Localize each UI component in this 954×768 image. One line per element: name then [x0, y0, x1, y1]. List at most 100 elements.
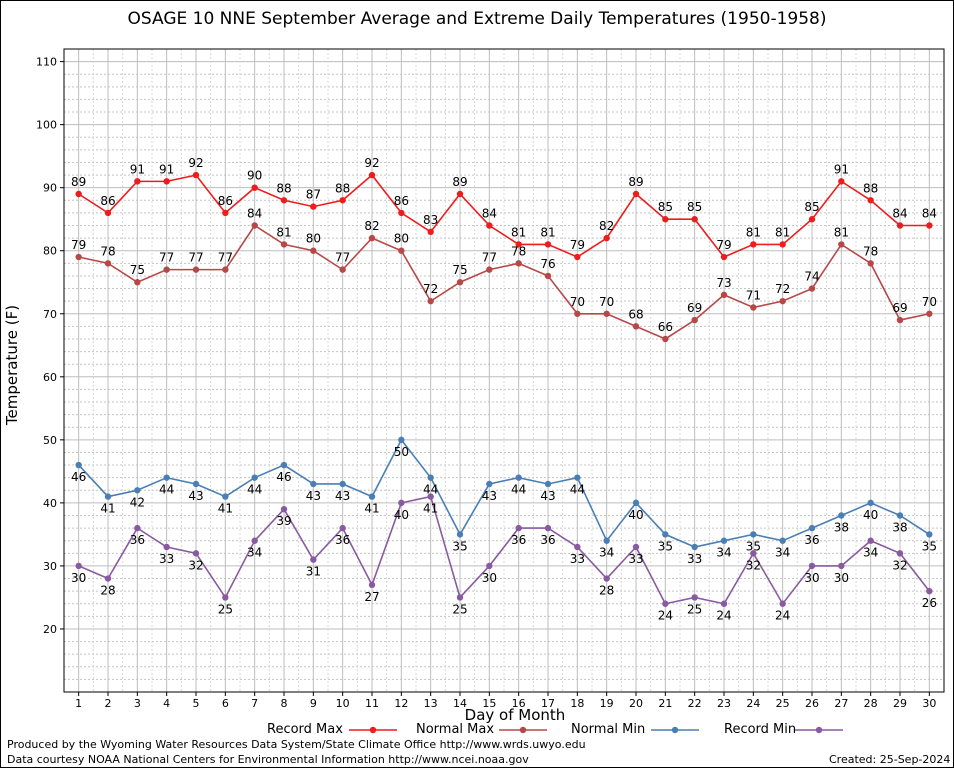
data-label: 46: [71, 470, 86, 484]
data-label: 33: [687, 552, 702, 566]
legend-normal-max: Normal Max: [416, 722, 494, 737]
data-point: [632, 323, 640, 330]
data-label: 25: [687, 602, 702, 616]
data-label: 81: [834, 225, 849, 239]
data-label: 74: [804, 270, 819, 284]
data-point: [398, 436, 405, 444]
data-label: 27: [364, 590, 379, 604]
data-label: 34: [599, 546, 614, 560]
series-line-record-min: [78, 495, 930, 606]
data-label: 85: [658, 200, 673, 214]
data-point: [867, 537, 874, 544]
data-label: 77: [218, 251, 233, 265]
data-label: 41: [423, 502, 438, 516]
data-point: [603, 310, 610, 317]
data-point: [779, 600, 786, 607]
x-tick-label: 28: [864, 697, 878, 710]
x-tick-label: 15: [482, 697, 496, 710]
data-label: 46: [276, 470, 291, 484]
data-label: 34: [716, 546, 731, 560]
data-label: 79: [570, 238, 585, 252]
data-label: 44: [570, 483, 585, 497]
data-point: [339, 197, 346, 204]
data-label: 81: [276, 225, 291, 239]
data-point: [867, 499, 874, 507]
legend-swatch-marker: [671, 726, 679, 734]
data-label: 25: [452, 602, 467, 616]
data-point: [662, 216, 669, 223]
x-tick-label: 20: [629, 697, 643, 710]
data-label: 88: [335, 181, 350, 195]
data-label: 78: [100, 244, 115, 258]
data-label: 26: [922, 596, 937, 610]
data-point: [310, 203, 317, 210]
data-point: [104, 575, 112, 582]
footer-producer: Produced by the Wyoming Water Resources …: [7, 738, 586, 751]
data-point: [486, 562, 493, 570]
x-tick-label: 2: [105, 697, 112, 710]
legend-record-max: Record Max: [267, 722, 343, 737]
data-point: [75, 562, 82, 570]
x-tick-label: 27: [834, 697, 848, 710]
data-label: 91: [130, 162, 145, 176]
data-point: [104, 209, 112, 217]
data-point: [896, 512, 904, 519]
x-tick-label: 13: [424, 697, 438, 710]
data-point: [368, 581, 376, 589]
data-label: 89: [71, 175, 86, 189]
data-label: 35: [922, 539, 937, 553]
data-label: 70: [570, 295, 585, 309]
x-tick-label: 4: [163, 697, 170, 710]
data-label: 44: [423, 483, 438, 497]
data-point: [838, 512, 845, 519]
data-point: [192, 266, 200, 273]
data-label: 38: [834, 520, 849, 534]
data-point: [75, 253, 82, 261]
data-point: [691, 594, 698, 601]
data-label: 84: [247, 207, 262, 221]
data-label: 36: [335, 533, 350, 547]
data-label: 50: [394, 445, 409, 459]
data-point: [896, 222, 904, 229]
data-label: 28: [599, 584, 614, 598]
data-label: 24: [775, 609, 790, 623]
legend-normal-min: Normal Min: [571, 722, 645, 737]
data-point: [251, 184, 258, 191]
x-tick-label: 29: [893, 697, 907, 710]
data-label: 40: [863, 508, 878, 522]
data-point: [750, 531, 757, 538]
x-tick-label: 7: [251, 697, 258, 710]
data-point: [779, 537, 786, 544]
data-point: [251, 474, 258, 481]
data-label: 92: [188, 156, 203, 170]
y-tick-label: 50: [43, 434, 57, 447]
data-point: [632, 190, 640, 198]
data-label: 85: [687, 200, 702, 214]
data-label: 90: [247, 169, 262, 183]
x-tick-label: 25: [776, 697, 790, 710]
data-label: 34: [247, 546, 262, 560]
x-tick-label: 11: [365, 697, 379, 710]
data-label: 28: [100, 584, 115, 598]
data-label: 30: [834, 571, 849, 585]
data-point: [192, 480, 200, 488]
data-point: [222, 594, 229, 601]
x-tick-label: 24: [746, 697, 760, 710]
data-label: 66: [658, 320, 673, 334]
data-point: [691, 316, 698, 324]
y-tick-label: 40: [43, 497, 57, 510]
series-line-normal-max: [78, 224, 930, 340]
data-label: 40: [394, 508, 409, 522]
data-label: 33: [570, 552, 585, 566]
data-label: 35: [658, 539, 673, 553]
data-point: [603, 537, 610, 544]
data-point: [779, 241, 786, 248]
chart-title: OSAGE 10 NNE September Average and Extre…: [127, 9, 827, 29]
data-label: 82: [599, 219, 614, 233]
data-label: 69: [892, 301, 907, 315]
data-point: [398, 499, 405, 507]
data-label: 83: [423, 213, 438, 227]
data-label: 86: [218, 194, 233, 208]
y-tick-label: 110: [36, 56, 57, 69]
